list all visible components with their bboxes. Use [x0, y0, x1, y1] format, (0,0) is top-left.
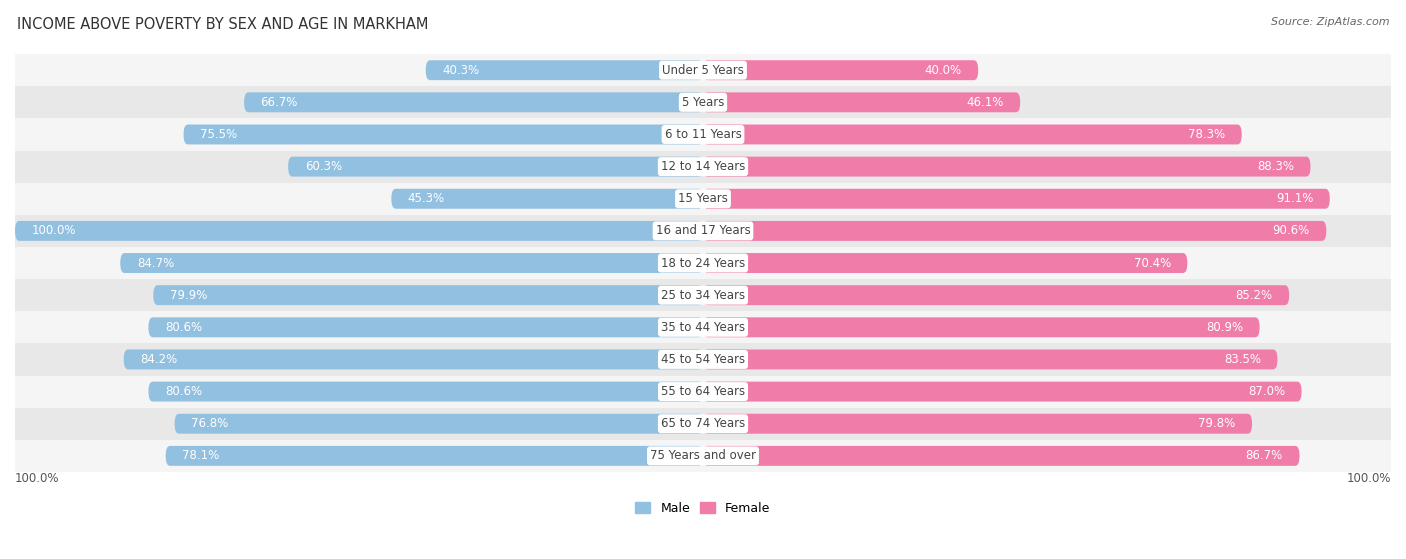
Bar [15, 150, 1391, 183]
Text: 46.1%: 46.1% [966, 96, 1004, 109]
Text: 91.1%: 91.1% [1275, 192, 1313, 205]
FancyBboxPatch shape [426, 60, 703, 80]
FancyBboxPatch shape [703, 221, 1326, 241]
FancyBboxPatch shape [149, 318, 703, 337]
Text: 79.9%: 79.9% [170, 288, 207, 302]
Text: 18 to 24 Years: 18 to 24 Years [661, 257, 745, 269]
FancyBboxPatch shape [703, 189, 1330, 209]
Text: 12 to 14 Years: 12 to 14 Years [661, 160, 745, 173]
Text: Under 5 Years: Under 5 Years [662, 64, 744, 77]
Text: 45.3%: 45.3% [408, 192, 444, 205]
Text: 66.7%: 66.7% [260, 96, 298, 109]
Text: 5 Years: 5 Years [682, 96, 724, 109]
FancyBboxPatch shape [174, 414, 703, 434]
Text: 83.5%: 83.5% [1225, 353, 1261, 366]
Text: 79.8%: 79.8% [1198, 417, 1236, 430]
Text: 76.8%: 76.8% [191, 417, 228, 430]
FancyBboxPatch shape [184, 125, 703, 144]
FancyBboxPatch shape [703, 446, 1299, 466]
Text: 75 Years and over: 75 Years and over [650, 449, 756, 462]
Bar [15, 86, 1391, 119]
FancyBboxPatch shape [703, 349, 1278, 369]
FancyBboxPatch shape [288, 157, 703, 177]
FancyBboxPatch shape [703, 382, 1302, 401]
Bar [15, 54, 1391, 86]
Text: 88.3%: 88.3% [1257, 160, 1294, 173]
Text: 80.9%: 80.9% [1206, 321, 1243, 334]
Text: 86.7%: 86.7% [1246, 449, 1284, 462]
Bar [15, 440, 1391, 472]
Text: 90.6%: 90.6% [1272, 224, 1310, 238]
Bar [15, 183, 1391, 215]
Text: 25 to 34 Years: 25 to 34 Years [661, 288, 745, 302]
FancyBboxPatch shape [391, 189, 703, 209]
Bar [15, 343, 1391, 376]
FancyBboxPatch shape [121, 253, 703, 273]
FancyBboxPatch shape [703, 157, 1310, 177]
Bar [15, 376, 1391, 408]
Bar [15, 247, 1391, 279]
FancyBboxPatch shape [153, 285, 703, 305]
FancyBboxPatch shape [15, 221, 703, 241]
FancyBboxPatch shape [166, 446, 703, 466]
Text: 40.3%: 40.3% [443, 64, 479, 77]
Text: 16 and 17 Years: 16 and 17 Years [655, 224, 751, 238]
Text: 100.0%: 100.0% [31, 224, 76, 238]
Bar [15, 279, 1391, 311]
Bar [15, 215, 1391, 247]
FancyBboxPatch shape [703, 92, 1021, 112]
FancyBboxPatch shape [245, 92, 703, 112]
FancyBboxPatch shape [703, 285, 1289, 305]
FancyBboxPatch shape [703, 253, 1187, 273]
Text: 87.0%: 87.0% [1249, 385, 1285, 398]
Bar [15, 119, 1391, 150]
Legend: Male, Female: Male, Female [630, 497, 776, 520]
Text: 80.6%: 80.6% [165, 321, 202, 334]
Text: 80.6%: 80.6% [165, 385, 202, 398]
Bar [15, 311, 1391, 343]
FancyBboxPatch shape [703, 318, 1260, 337]
Text: 84.7%: 84.7% [136, 257, 174, 269]
Text: INCOME ABOVE POVERTY BY SEX AND AGE IN MARKHAM: INCOME ABOVE POVERTY BY SEX AND AGE IN M… [17, 17, 429, 32]
Bar [15, 408, 1391, 440]
Text: 55 to 64 Years: 55 to 64 Years [661, 385, 745, 398]
FancyBboxPatch shape [124, 349, 703, 369]
Text: 60.3%: 60.3% [305, 160, 342, 173]
Text: 78.3%: 78.3% [1188, 128, 1225, 141]
FancyBboxPatch shape [703, 60, 979, 80]
Text: 45 to 54 Years: 45 to 54 Years [661, 353, 745, 366]
Text: 75.5%: 75.5% [200, 128, 238, 141]
FancyBboxPatch shape [703, 125, 1241, 144]
Text: 35 to 44 Years: 35 to 44 Years [661, 321, 745, 334]
Text: 84.2%: 84.2% [141, 353, 177, 366]
Text: 78.1%: 78.1% [183, 449, 219, 462]
Text: 65 to 74 Years: 65 to 74 Years [661, 417, 745, 430]
FancyBboxPatch shape [703, 414, 1251, 434]
Text: 85.2%: 85.2% [1236, 288, 1272, 302]
Text: 70.4%: 70.4% [1133, 257, 1171, 269]
Text: 15 Years: 15 Years [678, 192, 728, 205]
Text: 40.0%: 40.0% [925, 64, 962, 77]
Text: 6 to 11 Years: 6 to 11 Years [665, 128, 741, 141]
Text: 100.0%: 100.0% [1347, 472, 1391, 485]
Text: 100.0%: 100.0% [15, 472, 59, 485]
FancyBboxPatch shape [149, 382, 703, 401]
Text: Source: ZipAtlas.com: Source: ZipAtlas.com [1271, 17, 1389, 27]
